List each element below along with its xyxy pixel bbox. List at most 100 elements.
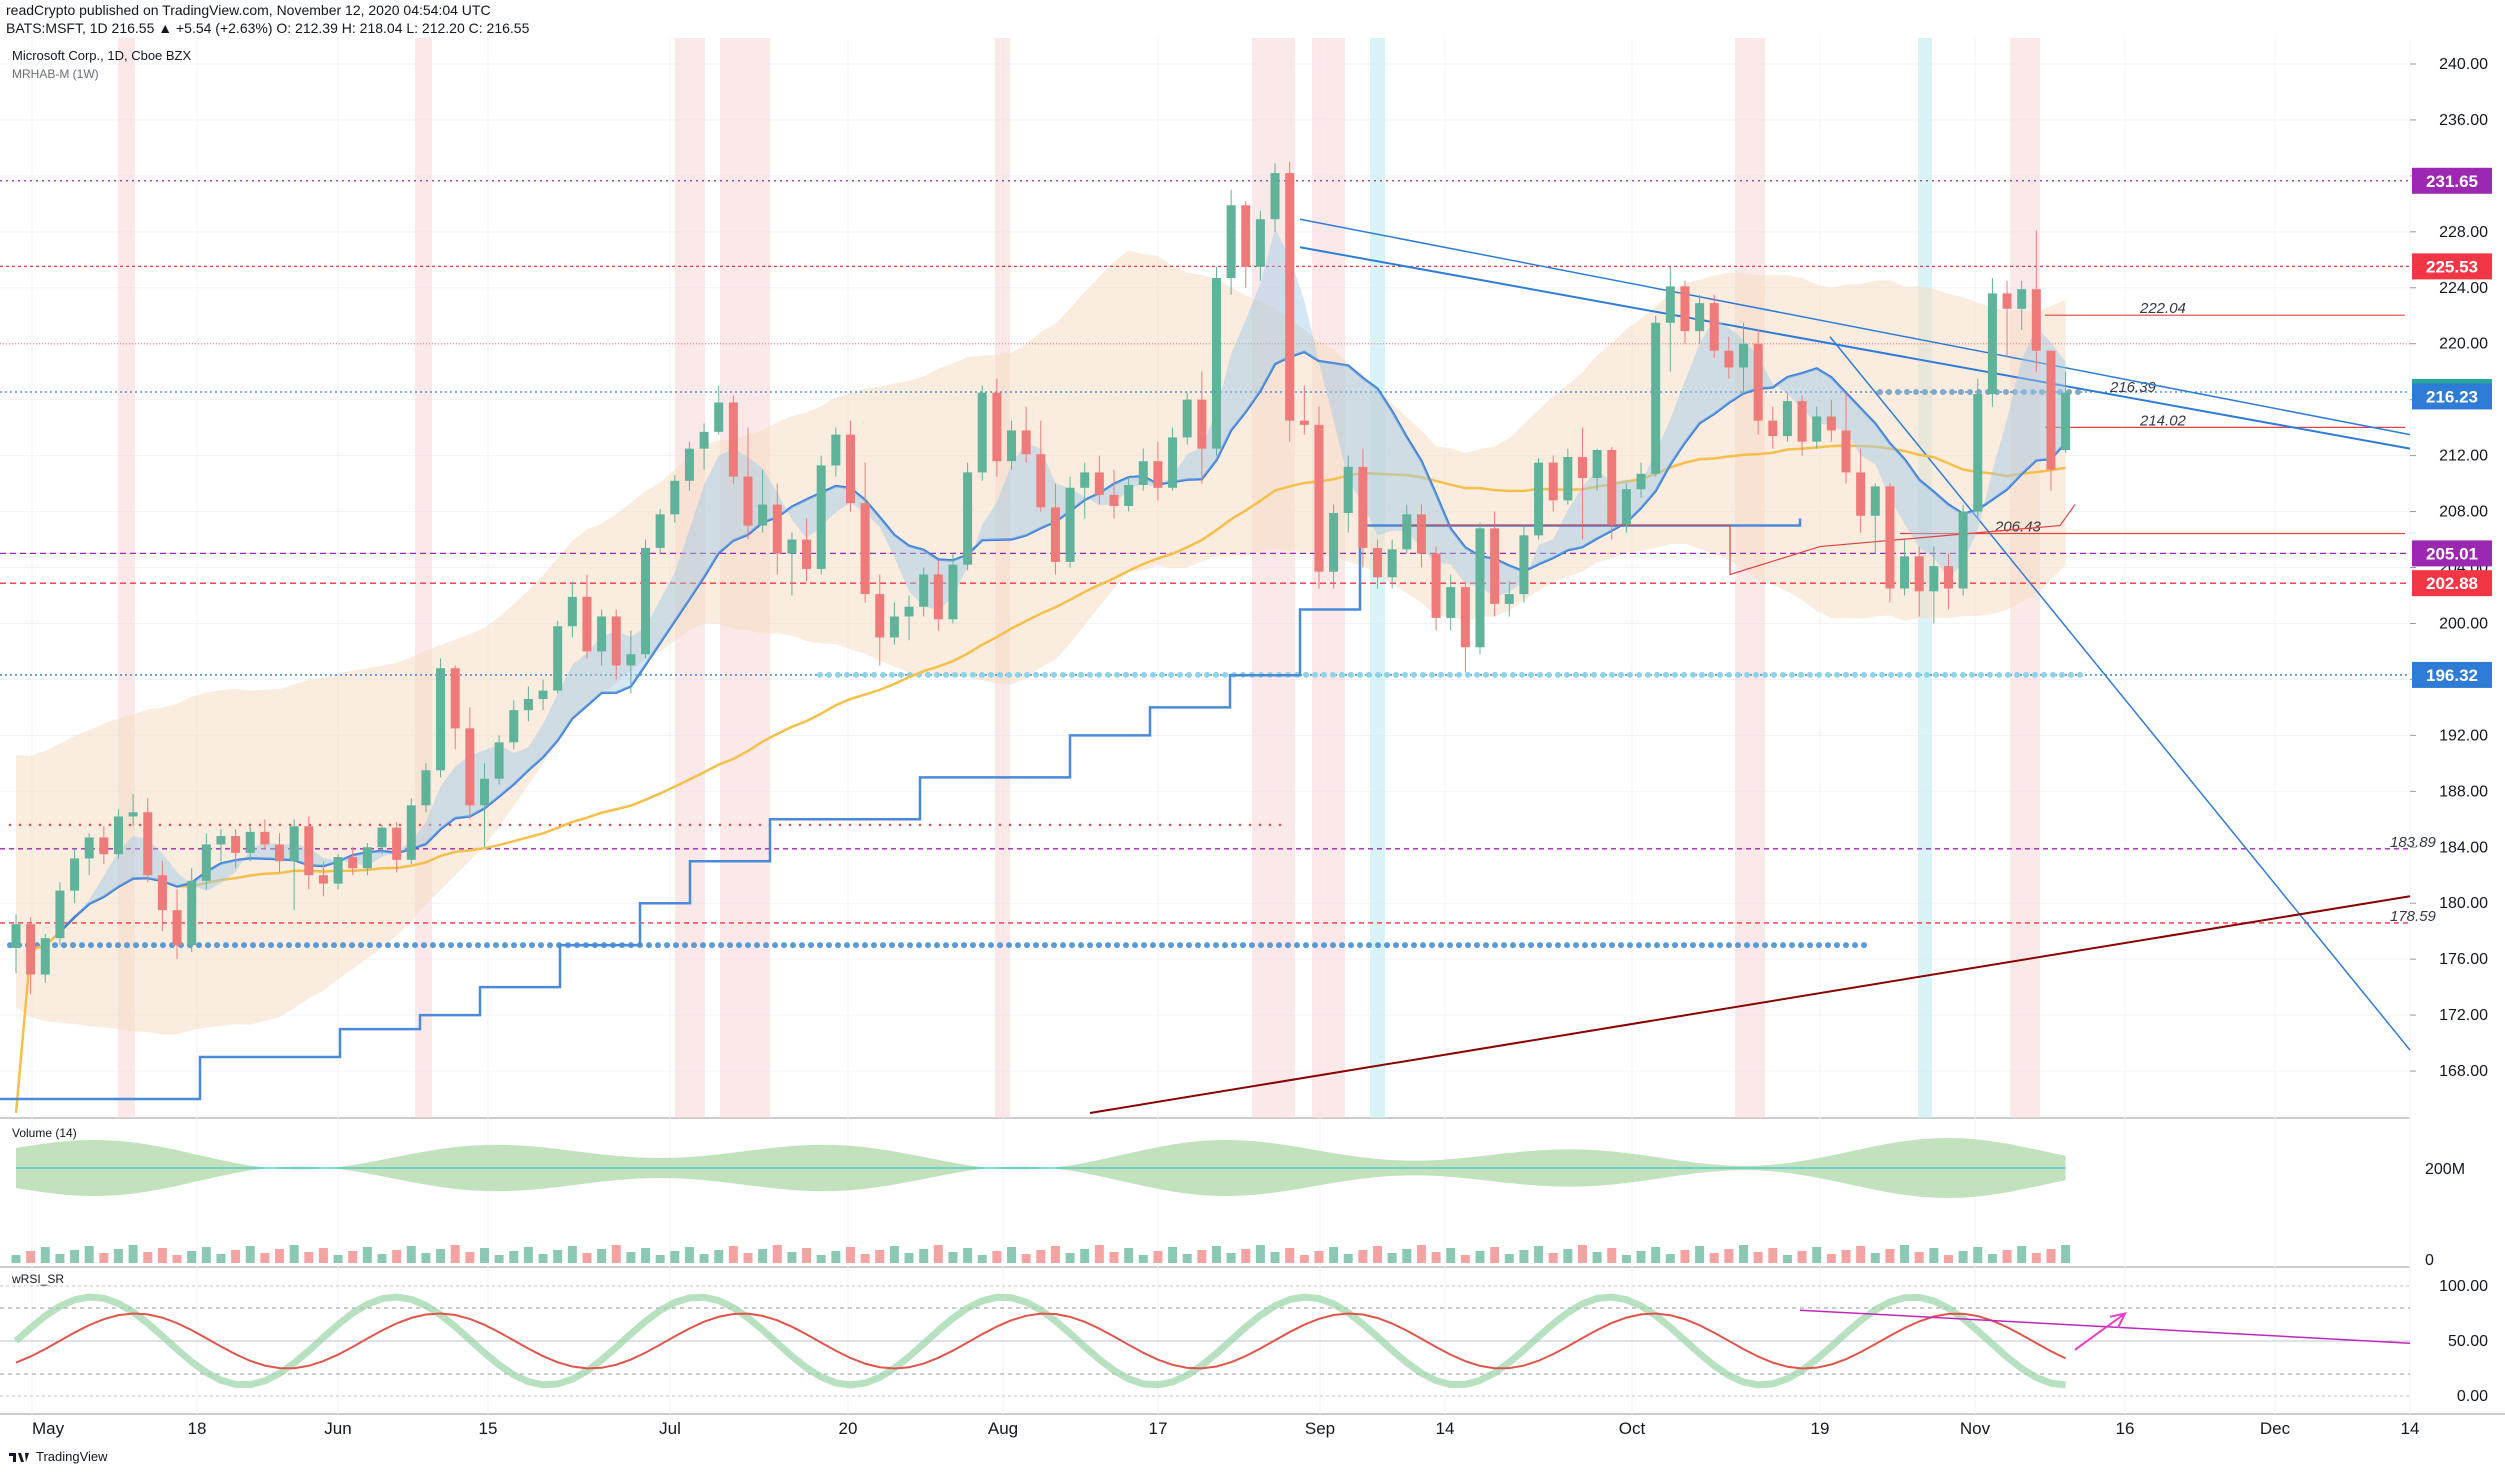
support-dot (853, 942, 859, 949)
volume-bar (1870, 1253, 1880, 1263)
support-dot (1204, 671, 1210, 678)
volume-bar (802, 1248, 812, 1263)
candle-body (875, 594, 885, 638)
support-dot (1609, 942, 1615, 949)
tradingview-footer[interactable]: TradingView (8, 1449, 108, 1464)
support-dot (478, 823, 482, 827)
x-tick-label: 14 (2401, 1419, 2420, 1438)
support-dot (1960, 671, 1966, 678)
support-dot (547, 942, 553, 949)
volume-bar (977, 1255, 987, 1263)
support-dot (691, 942, 697, 949)
candle-body (70, 858, 80, 891)
price-badge-label: 196.32 (2426, 666, 2478, 685)
support-dot (1456, 942, 1462, 949)
support-dot (1048, 823, 1052, 827)
support-dot (358, 942, 364, 949)
support-dot (700, 942, 706, 949)
support-dot (1924, 671, 1930, 678)
candle-body (1753, 343, 1763, 421)
support-dot (2005, 671, 2011, 678)
candle-body (1709, 303, 1719, 351)
support-dot (1492, 671, 1498, 678)
support-dot (646, 942, 652, 949)
candle-body (1724, 350, 1734, 368)
candle-body (699, 431, 709, 449)
support-dot (961, 671, 967, 678)
candle-body (831, 434, 841, 466)
support-dot (878, 823, 882, 827)
support-dot (1510, 942, 1516, 949)
volume-bar (1314, 1251, 1324, 1263)
support-dot (698, 823, 702, 827)
rsi-arrow (2074, 1312, 2127, 1351)
candle-body (1036, 454, 1046, 508)
support-dot (1033, 942, 1039, 949)
support-dot (1708, 671, 1714, 678)
support-dot (1591, 671, 1597, 678)
support-dot (48, 823, 52, 827)
support-dot (1789, 671, 1795, 678)
support-dot (322, 942, 328, 949)
support-dot (378, 823, 382, 827)
support-dot (1357, 671, 1363, 678)
support-dot (448, 942, 454, 949)
support-dot (1195, 671, 1201, 678)
volume-bar (523, 1247, 533, 1263)
support-dot (998, 823, 1002, 827)
support-dot (1222, 942, 1228, 949)
candle-body (172, 910, 182, 946)
price-chart[interactable]: 222.04 216.39 214.02 206.43 183.89 178.59 240… (0, 38, 2505, 1446)
support-dot (18, 823, 22, 827)
support-dot (97, 942, 103, 949)
support-dot (1051, 671, 1057, 678)
support-dot (1141, 942, 1147, 949)
volume-bar (1753, 1252, 1763, 1263)
support-dot (498, 823, 502, 827)
support-dot (439, 942, 445, 949)
support-dot (1123, 942, 1129, 949)
support-dot (1278, 823, 1282, 827)
support-dot (1789, 942, 1795, 949)
support-dot (1042, 942, 1048, 949)
support-dot (908, 823, 912, 827)
support-dot (1312, 942, 1318, 949)
volume-bar (1651, 1247, 1661, 1263)
candle-body (655, 514, 665, 548)
support-dot (1186, 671, 1192, 678)
support-dot (1654, 942, 1660, 949)
volume-bar (845, 1247, 855, 1263)
support-dot (1159, 671, 1165, 678)
support-dot (988, 671, 994, 678)
volume-bar (1270, 1252, 1280, 1263)
volume-bar (699, 1254, 709, 1263)
candle-body (1211, 277, 1221, 449)
support-dot (598, 823, 602, 827)
support-dot (178, 823, 182, 827)
support-dot (1807, 942, 1813, 949)
volume-bar (231, 1250, 241, 1263)
support-dot (1762, 671, 1768, 678)
candle-body (1870, 486, 1880, 516)
volume-bar (333, 1255, 343, 1263)
support-dot (1128, 823, 1132, 827)
support-dot (628, 823, 632, 827)
volume-bar (1416, 1245, 1426, 1263)
support-dot (1114, 942, 1120, 949)
volume-bar (1724, 1249, 1734, 1263)
volume-bar (436, 1249, 446, 1263)
support-dot (1178, 823, 1182, 827)
support-dot (1195, 942, 1201, 949)
volume-bar (11, 1255, 21, 1263)
support-dot (1600, 671, 1606, 678)
support-dot (1033, 671, 1039, 678)
support-dot (928, 823, 932, 827)
support-dot (2030, 388, 2036, 395)
support-dot (1726, 942, 1732, 949)
volume-bar (1109, 1252, 1119, 1263)
support-dot (727, 942, 733, 949)
support-dot (889, 671, 895, 678)
candle-body (1182, 399, 1192, 438)
support-dot (1717, 671, 1723, 678)
candle-body (1958, 511, 1968, 589)
